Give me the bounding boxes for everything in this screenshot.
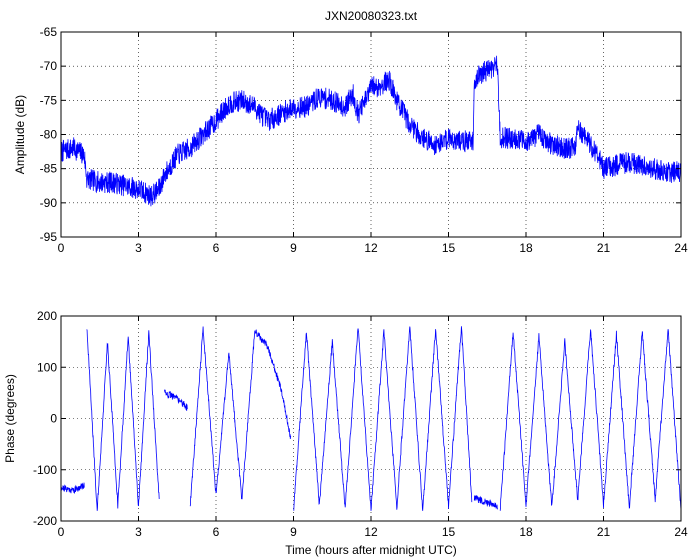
phase-series-line xyxy=(86,329,160,511)
y-tick-label: -75 xyxy=(40,93,58,107)
phase-series-line xyxy=(189,326,292,507)
x-tick-label: 21 xyxy=(597,525,611,539)
y-tick-label: -70 xyxy=(40,59,58,73)
x-tick-label: 6 xyxy=(213,241,220,255)
phase-y-axis-label: Phase (degrees) xyxy=(3,374,17,463)
x-tick-label: 15 xyxy=(442,525,456,539)
phase-series-line xyxy=(473,495,498,510)
y-tick-label: -100 xyxy=(33,463,57,477)
amplitude-series-line xyxy=(60,55,682,207)
x-tick-label: 12 xyxy=(364,241,378,255)
y-tick-label: -65 xyxy=(40,25,58,39)
x-tick-label: 24 xyxy=(674,525,688,539)
phase-series-line xyxy=(163,389,188,411)
y-tick-label: -85 xyxy=(40,162,58,176)
amplitude-chart-title: JXN20080323.txt xyxy=(325,9,418,23)
y-tick-label: 200 xyxy=(37,309,57,323)
phase-grid xyxy=(61,316,681,521)
x-tick-label: 24 xyxy=(674,241,688,255)
x-tick-label: 0 xyxy=(58,241,65,255)
amplitude-series xyxy=(60,55,682,207)
phase-panel: 0 3 6 9 12 15 18 21 24 200 100 0 -100 -200 Phase (de… xyxy=(3,309,688,557)
phase-series-line xyxy=(293,326,473,511)
x-tick-label: 15 xyxy=(442,241,456,255)
x-tick-label: 9 xyxy=(290,525,297,539)
phase-y-ticks: 200 100 0 -100 -200 xyxy=(33,309,681,528)
y-tick-label: -95 xyxy=(40,230,58,244)
phase-series xyxy=(60,326,682,511)
amplitude-x-ticks: 0 3 6 9 12 15 18 21 24 xyxy=(58,32,688,255)
x-tick-label: 18 xyxy=(519,241,533,255)
y-tick-label: -80 xyxy=(40,128,58,142)
phase-series-line xyxy=(60,482,85,494)
phase-x-ticks: 0 3 6 9 12 15 18 21 24 xyxy=(58,316,688,539)
y-tick-label: -90 xyxy=(40,196,58,210)
y-tick-label: 100 xyxy=(37,360,57,374)
x-tick-label: 12 xyxy=(364,525,378,539)
phase-x-axis-label: Time (hours after midnight UTC) xyxy=(285,543,457,557)
y-tick-label: -200 xyxy=(33,514,57,528)
x-tick-label: 18 xyxy=(519,525,533,539)
x-tick-label: 0 xyxy=(58,525,65,539)
x-tick-label: 3 xyxy=(135,241,142,255)
amplitude-y-ticks: -65 -70 -75 -80 -85 -90 -95 xyxy=(40,25,681,244)
x-tick-label: 21 xyxy=(597,241,611,255)
x-tick-label: 3 xyxy=(135,525,142,539)
x-tick-label: 9 xyxy=(290,241,297,255)
y-tick-label: 0 xyxy=(50,412,57,426)
amplitude-panel: JXN20080323.txt 0 3 6 9 12 15 18 21 24 -65 -70 -75… xyxy=(13,9,688,255)
amplitude-y-axis-label: Amplitude (dB) xyxy=(13,95,27,174)
phase-series-line xyxy=(499,329,682,511)
amplitude-grid xyxy=(61,32,681,237)
x-tick-label: 6 xyxy=(213,525,220,539)
